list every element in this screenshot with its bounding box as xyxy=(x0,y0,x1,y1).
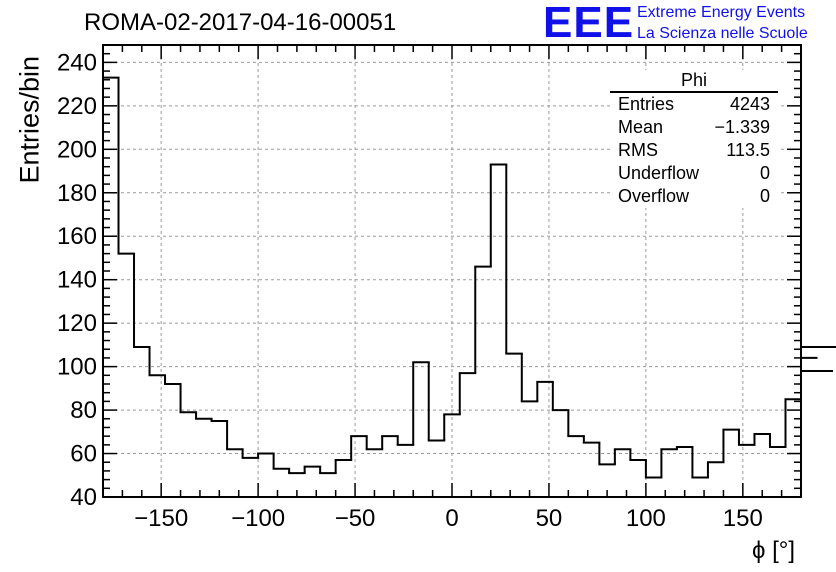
y-tick-label: 160 xyxy=(57,223,97,250)
x-axis-label: ϕ [°] xyxy=(752,537,796,564)
stats-value: 0 xyxy=(759,163,770,183)
x-tick-label: 50 xyxy=(536,505,563,532)
y-tick-label: 220 xyxy=(57,93,97,120)
y-tick-label: 180 xyxy=(57,180,97,207)
stats-title: Phi xyxy=(610,70,778,93)
y-tick-label: 140 xyxy=(57,267,97,294)
y-axis-ticks: 40 60 80 100 120 140 160 180 200 220 240 xyxy=(57,49,801,511)
y-tick-label: 80 xyxy=(70,397,97,424)
x-tick-label: −150 xyxy=(134,505,188,532)
stats-value: −1.339 xyxy=(714,117,770,137)
stats-label: Entries xyxy=(618,94,675,114)
stats-row-entries: Entries 4243 xyxy=(610,93,778,116)
stats-row-underflow: Underflow 0 xyxy=(610,162,778,185)
stats-value: 0 xyxy=(759,186,770,206)
x-tick-label: 150 xyxy=(723,505,763,532)
chart-title: ROMA-02-2017-04-16-00051 xyxy=(84,9,397,36)
y-tick-label: 200 xyxy=(57,136,97,163)
x-tick-label: 0 xyxy=(445,505,458,532)
y-tick-label: 40 xyxy=(70,484,97,511)
stats-label: Mean xyxy=(618,117,664,137)
stats-value: 4243 xyxy=(729,94,770,114)
stats-label: RMS xyxy=(618,140,658,160)
logo-line-2: La Scienza nelle Scuole xyxy=(637,25,808,42)
stats-row-overflow: Overflow 0 xyxy=(610,185,778,208)
y-tick-label: 120 xyxy=(57,310,97,337)
stats-label: Overflow xyxy=(618,186,690,206)
y-tick-label: 100 xyxy=(57,354,97,381)
x-tick-label: 100 xyxy=(626,505,666,532)
y-tick-label: 240 xyxy=(57,49,97,76)
x-tick-label: −50 xyxy=(335,505,376,532)
eee-logo-mark: EEE xyxy=(543,0,635,47)
logo-line-1: Extreme Energy Events xyxy=(637,4,806,21)
y-axis-label: Entries/bin xyxy=(14,55,45,184)
histogram-bars xyxy=(102,76,836,497)
stats-row-mean: Mean −1.339 xyxy=(610,116,778,139)
x-tick-label: −100 xyxy=(231,505,285,532)
grid-lines xyxy=(103,45,801,498)
stats-row-rms: RMS 113.5 xyxy=(610,139,778,162)
x-axis-ticks: −150 −100 −50 0 50 100 150 xyxy=(121,45,802,532)
y-tick-label: 60 xyxy=(70,441,97,468)
stats-label: Underflow xyxy=(618,163,700,183)
stats-box: Phi Entries 4243 Mean −1.339 RMS 113.5 U… xyxy=(610,70,778,208)
stats-value: 113.5 xyxy=(726,140,770,160)
eee-logo-text: Extreme Energy Events La Scienza nelle S… xyxy=(637,2,808,44)
